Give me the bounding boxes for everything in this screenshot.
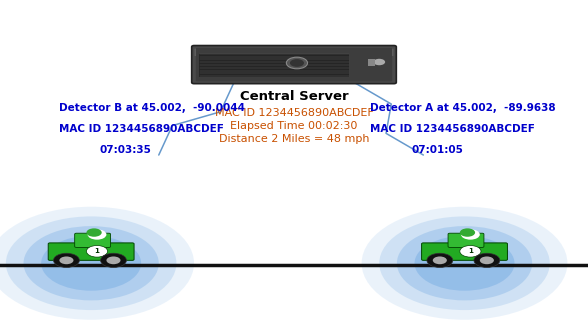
Circle shape: [59, 256, 74, 264]
FancyBboxPatch shape: [195, 49, 393, 56]
Circle shape: [290, 59, 304, 67]
FancyBboxPatch shape: [75, 233, 111, 247]
FancyBboxPatch shape: [196, 48, 392, 81]
Text: Detector B at 45.002,  -90.0044: Detector B at 45.002, -90.0044: [59, 103, 245, 113]
Text: MAC ID 1234456890ABCDEF: MAC ID 1234456890ABCDEF: [59, 124, 223, 134]
Text: 07:03:35: 07:03:35: [100, 145, 152, 155]
Circle shape: [86, 245, 108, 257]
Text: Distance 2 Miles = 48 mph: Distance 2 Miles = 48 mph: [219, 134, 369, 144]
Circle shape: [379, 216, 550, 310]
Circle shape: [24, 226, 159, 300]
Circle shape: [474, 253, 500, 267]
Circle shape: [373, 59, 385, 65]
FancyBboxPatch shape: [422, 243, 507, 260]
Text: MAC ID 1234456890ABCDEF: MAC ID 1234456890ABCDEF: [215, 108, 373, 118]
Circle shape: [6, 216, 176, 310]
FancyBboxPatch shape: [48, 243, 134, 260]
Circle shape: [480, 256, 494, 264]
Text: 1: 1: [95, 248, 99, 254]
Circle shape: [415, 236, 514, 291]
Circle shape: [106, 256, 121, 264]
Circle shape: [54, 253, 79, 267]
Circle shape: [41, 236, 141, 291]
Text: Detector A at 45.002,  -89.9638: Detector A at 45.002, -89.9638: [370, 103, 556, 113]
Circle shape: [88, 229, 106, 240]
Text: Elapsed Time 00:02:30: Elapsed Time 00:02:30: [230, 121, 358, 131]
FancyBboxPatch shape: [448, 233, 484, 247]
Circle shape: [461, 229, 480, 240]
Text: MAC ID 1234456890ABCDEF: MAC ID 1234456890ABCDEF: [370, 124, 535, 134]
Bar: [199, 54, 349, 77]
Circle shape: [362, 207, 567, 320]
Circle shape: [286, 57, 308, 69]
Bar: [368, 59, 375, 66]
Circle shape: [427, 253, 453, 267]
Circle shape: [460, 228, 475, 237]
FancyBboxPatch shape: [192, 46, 396, 84]
Circle shape: [101, 253, 126, 267]
Circle shape: [397, 226, 532, 300]
Text: 07:01:05: 07:01:05: [412, 145, 463, 155]
Text: Central Server: Central Server: [240, 90, 348, 103]
Text: 1: 1: [468, 248, 473, 254]
Circle shape: [0, 207, 194, 320]
Circle shape: [460, 245, 481, 257]
Circle shape: [86, 228, 102, 237]
Circle shape: [433, 256, 447, 264]
